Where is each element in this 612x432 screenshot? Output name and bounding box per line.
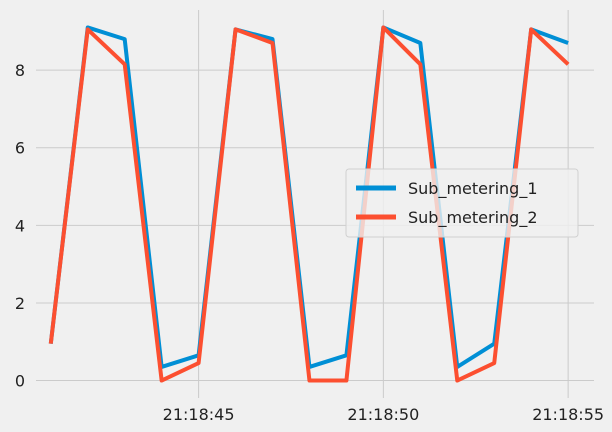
data-lines bbox=[48, 25, 570, 383]
y-tick-label: 2 bbox=[15, 294, 25, 313]
y-tick-labels: 0 2 4 6 8 bbox=[15, 61, 25, 390]
y-tick-label: 8 bbox=[15, 61, 25, 80]
x-tick-label: 21:18:45 bbox=[163, 405, 235, 424]
y-tick-label: 0 bbox=[15, 372, 25, 391]
legend-label-2: Sub_metering_2 bbox=[408, 208, 538, 228]
x-tick-label: 21:18:50 bbox=[347, 405, 419, 424]
legend: Sub_metering_1 Sub_metering_2 bbox=[345, 168, 579, 238]
legend-label-1: Sub_metering_1 bbox=[408, 179, 538, 199]
series-line-2 bbox=[48, 25, 570, 383]
y-tick-label: 6 bbox=[15, 139, 25, 158]
x-tick-labels: 21:18:45 21:18:50 21:18:55 bbox=[163, 405, 604, 424]
x-tick-label: 21:18:55 bbox=[532, 405, 604, 424]
y-tick-label: 4 bbox=[15, 216, 25, 235]
legend-box bbox=[345, 168, 579, 238]
